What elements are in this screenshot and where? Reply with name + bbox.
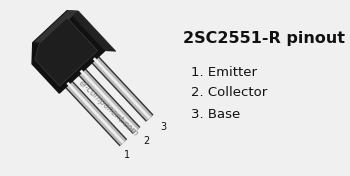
- Polygon shape: [35, 18, 98, 86]
- Text: 1: 1: [124, 150, 130, 160]
- Polygon shape: [67, 11, 116, 51]
- Text: 2. Collector: 2. Collector: [191, 86, 267, 99]
- Text: 1. Emitter: 1. Emitter: [191, 65, 257, 78]
- Text: 2SC2551-R pinout: 2SC2551-R pinout: [183, 30, 345, 46]
- Text: 2: 2: [143, 136, 149, 146]
- Text: 3. Base: 3. Base: [191, 108, 240, 121]
- Text: 3: 3: [161, 122, 167, 131]
- Text: el-component.com: el-component.com: [76, 78, 140, 138]
- Polygon shape: [32, 11, 105, 93]
- Polygon shape: [33, 11, 78, 43]
